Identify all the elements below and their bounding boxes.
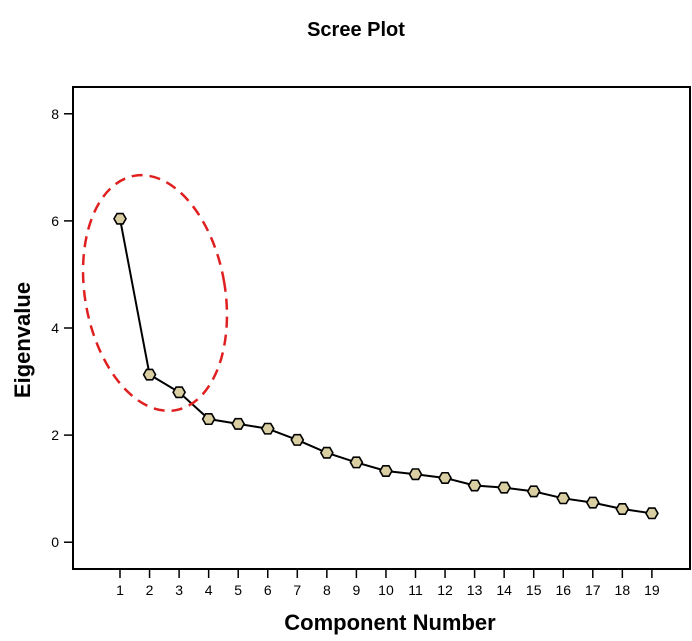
y-tick-label: 2 xyxy=(51,427,59,443)
data-point xyxy=(408,468,423,481)
x-tick-label: 18 xyxy=(615,582,631,598)
data-point xyxy=(290,433,305,446)
data-point xyxy=(142,368,157,381)
chart-title: Scree Plot xyxy=(307,19,405,41)
x-tick-label: 7 xyxy=(293,582,301,598)
y-axis-ticks: 0 2 4 6 8 xyxy=(51,106,73,550)
data-point xyxy=(113,212,127,225)
y-tick-label: 0 xyxy=(51,534,59,550)
annotation-ellipse xyxy=(81,173,229,413)
data-point xyxy=(526,485,541,498)
y-tick-label: 4 xyxy=(51,320,59,336)
x-tick-label: 13 xyxy=(467,582,483,598)
x-tick-label: 9 xyxy=(353,582,361,598)
data-point xyxy=(379,464,393,477)
data-point xyxy=(201,413,216,426)
y-tick-label: 8 xyxy=(51,106,59,122)
x-tick-label: 11 xyxy=(408,582,423,598)
data-point xyxy=(349,456,364,469)
x-tick-label: 14 xyxy=(496,582,512,598)
data-point xyxy=(556,492,571,505)
x-tick-label: 5 xyxy=(234,582,242,598)
x-tick-label: 16 xyxy=(555,582,571,598)
x-tick-label: 17 xyxy=(585,582,601,598)
x-tick-label: 10 xyxy=(378,582,394,598)
x-tick-label: 1 xyxy=(116,582,124,598)
data-point xyxy=(615,503,630,516)
x-tick-label: 12 xyxy=(437,582,453,598)
x-tick-label: 19 xyxy=(644,582,660,598)
data-point xyxy=(467,479,482,492)
x-tick-label: 6 xyxy=(264,582,272,598)
data-point xyxy=(585,496,600,509)
x-axis-ticks: 1 2 3 4 5 6 7 8 9 10 11 12 13 14 15 16 17 18 19 xyxy=(116,569,660,598)
data-point xyxy=(644,507,659,520)
x-axis-title: Component Number xyxy=(284,610,496,635)
y-axis-title: Eigenvalue xyxy=(10,282,35,398)
data-point xyxy=(172,386,187,399)
data-point xyxy=(231,417,246,430)
x-tick-label: 15 xyxy=(526,582,542,598)
x-tick-label: 2 xyxy=(146,582,154,598)
x-tick-label: 8 xyxy=(323,582,331,598)
plot-frame xyxy=(72,86,691,570)
annotation-layer xyxy=(81,173,229,413)
data-point xyxy=(497,481,512,494)
x-tick-label: 4 xyxy=(205,582,213,598)
y-tick-label: 6 xyxy=(51,213,59,229)
x-tick-label: 3 xyxy=(175,582,183,598)
data-point xyxy=(438,471,452,484)
data-point xyxy=(319,446,334,459)
data-point xyxy=(260,422,275,435)
eigenvalue-series xyxy=(113,212,659,520)
